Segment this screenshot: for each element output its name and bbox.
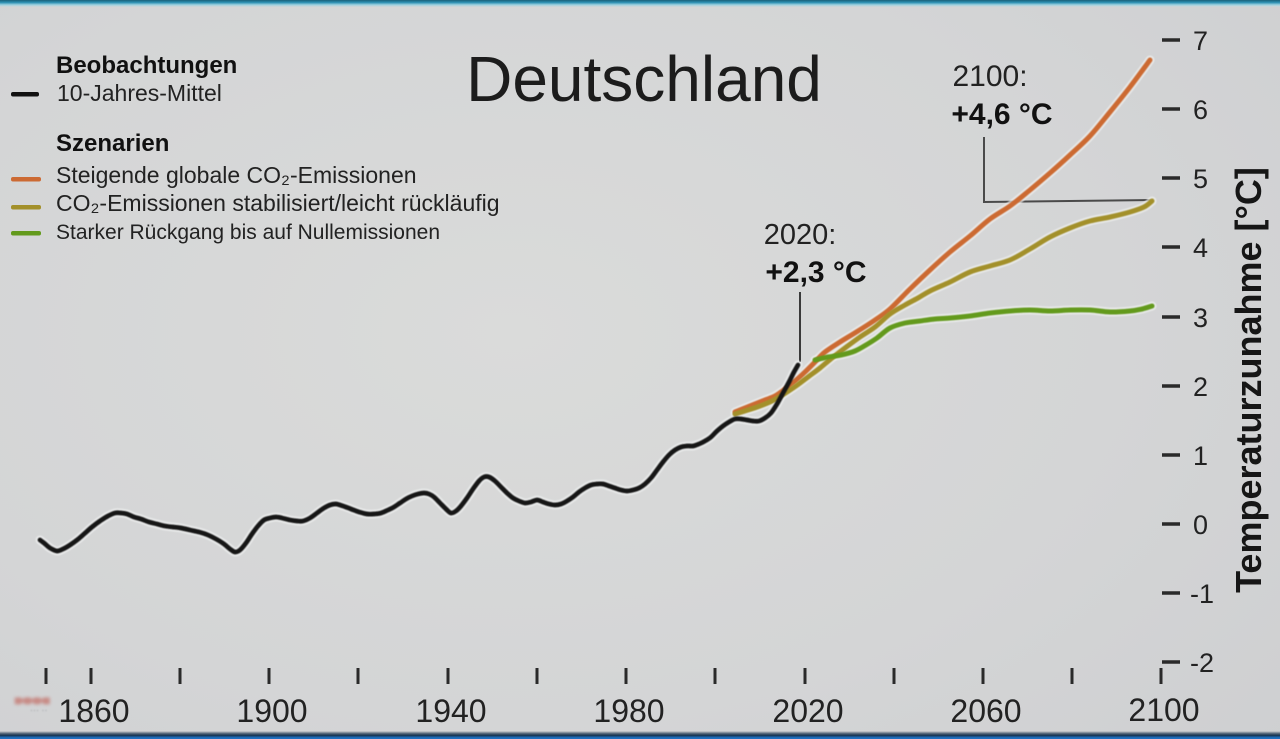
svg-text:CO₂-Emissionen stabilisiert/le: CO₂-Emissionen stabilisiert/leicht rückl… bbox=[56, 190, 500, 216]
svg-text:2100: 2100 bbox=[1128, 692, 1199, 728]
svg-text:3: 3 bbox=[1193, 303, 1208, 333]
svg-text:Steigende globale CO₂-Emission: Steigende globale CO₂-Emissionen bbox=[56, 162, 417, 188]
svg-text:6: 6 bbox=[1193, 95, 1208, 125]
svg-text:Temperaturzunahme [°C]: Temperaturzunahme [°C] bbox=[1228, 167, 1269, 593]
svg-text:4: 4 bbox=[1193, 233, 1208, 263]
svg-text:■▪■▪■▪■: ■▪■▪■▪■ bbox=[14, 692, 50, 708]
svg-text:-1: -1 bbox=[1190, 579, 1214, 609]
svg-text:1: 1 bbox=[1193, 441, 1208, 471]
svg-text:7: 7 bbox=[1193, 26, 1208, 56]
svg-text:Starker Rückgang bis auf Nulle: Starker Rückgang bis auf Nullemissionen bbox=[56, 221, 440, 244]
svg-text:-2: -2 bbox=[1190, 648, 1214, 678]
svg-text:+4,6 °C: +4,6 °C bbox=[951, 98, 1052, 131]
svg-text:+2,3 °C: +2,3 °C bbox=[765, 256, 866, 289]
svg-text:··· ··: ··· ·· bbox=[30, 705, 48, 715]
svg-text:10-Jahres-Mittel: 10-Jahres-Mittel bbox=[57, 80, 222, 106]
svg-text:1860: 1860 bbox=[58, 693, 129, 729]
svg-text:Deutschland: Deutschland bbox=[466, 43, 822, 115]
svg-text:2: 2 bbox=[1193, 372, 1208, 402]
svg-text:Szenarien: Szenarien bbox=[56, 130, 169, 157]
svg-text:1900: 1900 bbox=[236, 693, 307, 729]
svg-text:5: 5 bbox=[1193, 164, 1208, 194]
svg-text:1980: 1980 bbox=[593, 693, 664, 729]
svg-text:2020:: 2020: bbox=[764, 219, 837, 251]
svg-text:2060: 2060 bbox=[950, 693, 1021, 729]
svg-text:0: 0 bbox=[1193, 510, 1208, 540]
svg-text:2020: 2020 bbox=[772, 693, 843, 729]
svg-text:Beobachtungen: Beobachtungen bbox=[56, 52, 237, 79]
svg-text:2100:: 2100: bbox=[952, 60, 1027, 93]
svg-text:1940: 1940 bbox=[415, 693, 486, 729]
